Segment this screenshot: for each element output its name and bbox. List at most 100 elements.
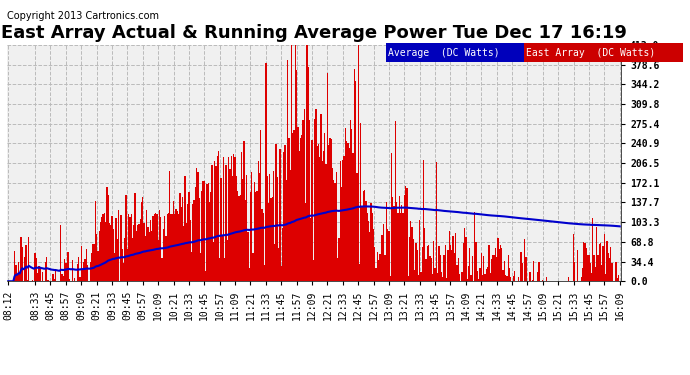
Bar: [324, 132, 326, 281]
Bar: [260, 130, 262, 281]
Bar: [215, 166, 217, 281]
Bar: [317, 146, 318, 281]
Bar: [446, 278, 447, 281]
Bar: [374, 247, 375, 281]
Bar: [129, 217, 130, 281]
Bar: [279, 148, 281, 281]
Bar: [305, 202, 306, 281]
Bar: [438, 246, 440, 281]
Bar: [233, 153, 235, 281]
Bar: [128, 214, 129, 281]
Bar: [274, 244, 275, 281]
Bar: [210, 192, 211, 281]
Bar: [495, 248, 496, 281]
Bar: [93, 244, 95, 281]
Bar: [432, 274, 433, 281]
Bar: [392, 197, 393, 281]
Bar: [224, 258, 226, 281]
Bar: [45, 262, 46, 281]
Bar: [28, 237, 30, 281]
Bar: [386, 202, 387, 281]
Bar: [314, 119, 315, 281]
Bar: [163, 229, 164, 281]
Bar: [265, 63, 266, 281]
Bar: [121, 249, 123, 281]
Bar: [490, 273, 491, 281]
Bar: [178, 214, 179, 281]
Bar: [529, 272, 531, 281]
Bar: [283, 152, 284, 281]
Bar: [415, 243, 417, 281]
Bar: [404, 195, 405, 281]
Bar: [251, 172, 253, 281]
Bar: [346, 141, 347, 281]
Bar: [513, 276, 514, 281]
Bar: [278, 248, 279, 281]
Bar: [91, 253, 92, 281]
Bar: [226, 165, 227, 281]
Bar: [466, 279, 468, 281]
Bar: [87, 265, 88, 281]
Bar: [486, 269, 487, 281]
Bar: [383, 224, 384, 281]
Bar: [242, 179, 244, 281]
Bar: [165, 236, 166, 281]
Bar: [359, 264, 360, 281]
Bar: [245, 200, 246, 281]
Bar: [213, 242, 214, 281]
Bar: [584, 243, 586, 281]
Bar: [350, 120, 351, 281]
Bar: [618, 275, 619, 281]
Bar: [514, 271, 515, 281]
Bar: [433, 241, 435, 281]
Bar: [468, 266, 469, 281]
Bar: [418, 275, 419, 281]
Bar: [616, 278, 618, 281]
Bar: [391, 153, 392, 281]
Bar: [601, 266, 602, 281]
Bar: [159, 210, 160, 281]
Bar: [331, 139, 332, 281]
Bar: [342, 159, 344, 281]
Bar: [406, 188, 408, 281]
Bar: [382, 235, 383, 281]
Bar: [332, 168, 333, 281]
Bar: [306, 45, 308, 281]
Bar: [290, 170, 291, 281]
Bar: [311, 140, 313, 281]
Bar: [477, 271, 478, 281]
Bar: [353, 153, 354, 281]
Bar: [127, 249, 128, 281]
Bar: [592, 218, 593, 281]
Bar: [61, 274, 63, 281]
Bar: [55, 271, 57, 281]
Bar: [600, 243, 601, 281]
Bar: [402, 213, 404, 281]
Bar: [302, 120, 304, 281]
Bar: [239, 195, 241, 281]
Bar: [90, 262, 91, 281]
Bar: [186, 223, 187, 281]
Bar: [462, 272, 463, 281]
Bar: [254, 182, 255, 281]
Bar: [206, 184, 208, 281]
Bar: [546, 277, 547, 281]
Bar: [429, 256, 431, 281]
Bar: [77, 264, 78, 281]
Bar: [426, 259, 427, 281]
Bar: [465, 237, 466, 281]
Bar: [417, 250, 418, 281]
Bar: [610, 246, 611, 281]
Bar: [132, 238, 133, 281]
Bar: [504, 261, 505, 281]
Bar: [506, 276, 508, 281]
Bar: [21, 247, 23, 281]
Bar: [237, 190, 238, 281]
Bar: [79, 277, 81, 281]
Bar: [68, 252, 69, 281]
Bar: [478, 279, 480, 281]
Bar: [168, 213, 169, 281]
Bar: [444, 255, 445, 281]
Bar: [124, 237, 126, 281]
Bar: [450, 245, 451, 281]
